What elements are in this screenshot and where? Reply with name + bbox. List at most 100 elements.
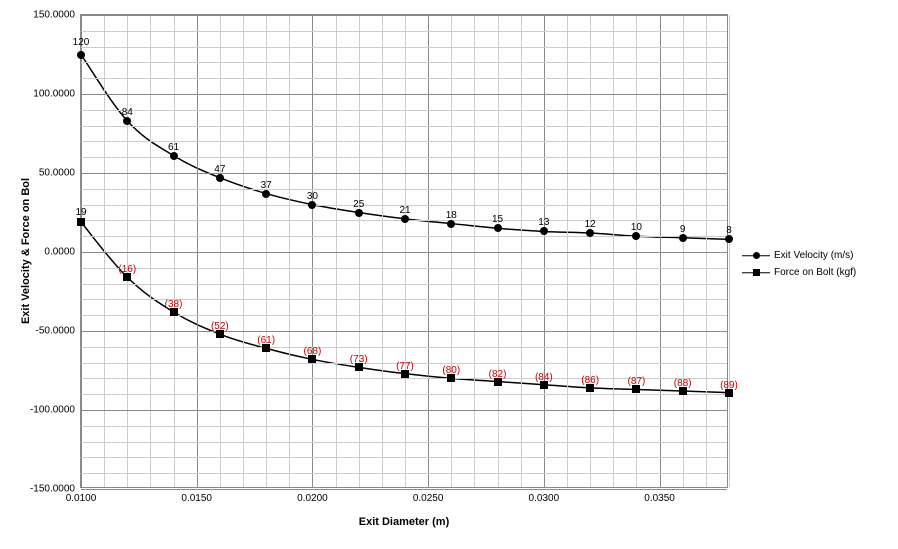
x-tick-label: 0.0200 xyxy=(297,493,328,504)
circle-marker xyxy=(540,227,548,235)
data-label: 9 xyxy=(680,224,686,235)
data-label: 37 xyxy=(261,180,272,191)
grid-line-horizontal xyxy=(81,426,727,427)
grid-line-vertical xyxy=(428,15,429,487)
circle-marker xyxy=(262,190,270,198)
data-label: 30 xyxy=(307,191,318,202)
grid-line-vertical xyxy=(243,15,244,487)
y-tick-label: 0.0000 xyxy=(44,247,75,258)
grid-line-vertical xyxy=(220,15,221,487)
grid-line-vertical xyxy=(81,15,82,487)
circle-marker xyxy=(308,201,316,209)
y-tick-label: 100.0000 xyxy=(33,89,75,100)
data-label: 21 xyxy=(399,205,410,216)
grid-line-horizontal xyxy=(81,31,727,32)
data-label: 10 xyxy=(631,222,642,233)
grid-line-horizontal xyxy=(81,236,727,237)
data-label: 15 xyxy=(492,214,503,225)
data-label: 61 xyxy=(168,142,179,153)
x-tick-label: 0.0300 xyxy=(529,493,560,504)
data-label: 19 xyxy=(75,207,86,218)
x-tick-label: 0.0100 xyxy=(66,493,97,504)
data-label: (16) xyxy=(118,264,136,275)
grid-line-horizontal xyxy=(81,173,727,174)
data-label: (87) xyxy=(628,376,646,387)
x-tick-label: 0.0350 xyxy=(644,493,675,504)
grid-line-vertical xyxy=(405,15,406,487)
circle-marker xyxy=(632,232,640,240)
data-label: 18 xyxy=(446,210,457,221)
grid-line-vertical xyxy=(498,15,499,487)
legend-label: Exit Velocity (m/s) xyxy=(774,250,853,261)
grid-line-vertical xyxy=(150,15,151,487)
data-label: (77) xyxy=(396,361,414,372)
data-label: (89) xyxy=(720,380,738,391)
grid-line-horizontal xyxy=(81,126,727,127)
grid-line-horizontal xyxy=(81,331,727,332)
circle-marker xyxy=(355,209,363,217)
grid-line-horizontal xyxy=(81,394,727,395)
grid-line-horizontal xyxy=(81,47,727,48)
grid-line-horizontal xyxy=(81,489,727,490)
grid-line-vertical xyxy=(729,15,730,487)
circle-marker xyxy=(586,229,594,237)
grid-line-horizontal xyxy=(81,410,727,411)
circle-marker xyxy=(725,235,733,243)
grid-line-horizontal xyxy=(81,268,727,269)
grid-line-vertical xyxy=(359,15,360,487)
grid-line-vertical xyxy=(706,15,707,487)
circle-marker xyxy=(679,234,687,242)
legend-item-velocity: Exit Velocity (m/s) xyxy=(742,250,856,261)
grid-line-horizontal xyxy=(81,252,727,253)
grid-line-horizontal xyxy=(81,457,727,458)
x-tick-label: 0.0150 xyxy=(181,493,212,504)
chart-container: -150.0000-100.0000-50.00000.000050.00001… xyxy=(0,0,898,549)
legend-swatch-circle xyxy=(742,251,770,261)
data-label: 25 xyxy=(353,199,364,210)
grid-line-vertical xyxy=(683,15,684,487)
grid-line-horizontal xyxy=(81,110,727,111)
y-tick-label: -100.0000 xyxy=(30,405,75,416)
data-label: 47 xyxy=(214,164,225,175)
data-label: (52) xyxy=(211,321,229,332)
square-marker-icon xyxy=(753,269,760,276)
grid-line-vertical xyxy=(266,15,267,487)
grid-line-vertical xyxy=(382,15,383,487)
grid-line-vertical xyxy=(289,15,290,487)
grid-line-horizontal xyxy=(81,347,727,348)
legend-swatch-square xyxy=(742,268,770,278)
x-tick-label: 0.0250 xyxy=(413,493,444,504)
legend-item-force: Force on Bolt (kgf) xyxy=(742,267,856,278)
grid-line-horizontal xyxy=(81,15,727,16)
data-label: 120 xyxy=(73,37,90,48)
square-marker xyxy=(77,218,85,226)
legend-label: Force on Bolt (kgf) xyxy=(774,267,856,278)
grid-line-vertical xyxy=(567,15,568,487)
data-label: (84) xyxy=(535,372,553,383)
circle-marker xyxy=(216,174,224,182)
grid-line-horizontal xyxy=(81,62,727,63)
data-label: (82) xyxy=(489,369,507,380)
grid-line-vertical xyxy=(104,15,105,487)
circle-marker xyxy=(401,215,409,223)
circle-marker xyxy=(77,51,85,59)
grid-line-horizontal xyxy=(81,189,727,190)
circle-marker xyxy=(170,152,178,160)
grid-line-vertical xyxy=(336,15,337,487)
grid-line-horizontal xyxy=(81,315,727,316)
grid-line-horizontal xyxy=(81,94,727,95)
circle-marker xyxy=(447,220,455,228)
grid-line-horizontal xyxy=(81,473,727,474)
grid-line-horizontal xyxy=(81,284,727,285)
grid-line-horizontal xyxy=(81,78,727,79)
grid-line-vertical xyxy=(613,15,614,487)
y-axis-title: Exit Velocity & Force on Bol xyxy=(20,178,32,324)
grid-line-vertical xyxy=(521,15,522,487)
grid-line-vertical xyxy=(636,15,637,487)
data-label: 84 xyxy=(122,107,133,118)
data-label: (88) xyxy=(674,378,692,389)
grid-line-vertical xyxy=(312,15,313,487)
circle-marker xyxy=(123,117,131,125)
chart-lines xyxy=(81,15,727,487)
grid-line-vertical xyxy=(197,15,198,487)
